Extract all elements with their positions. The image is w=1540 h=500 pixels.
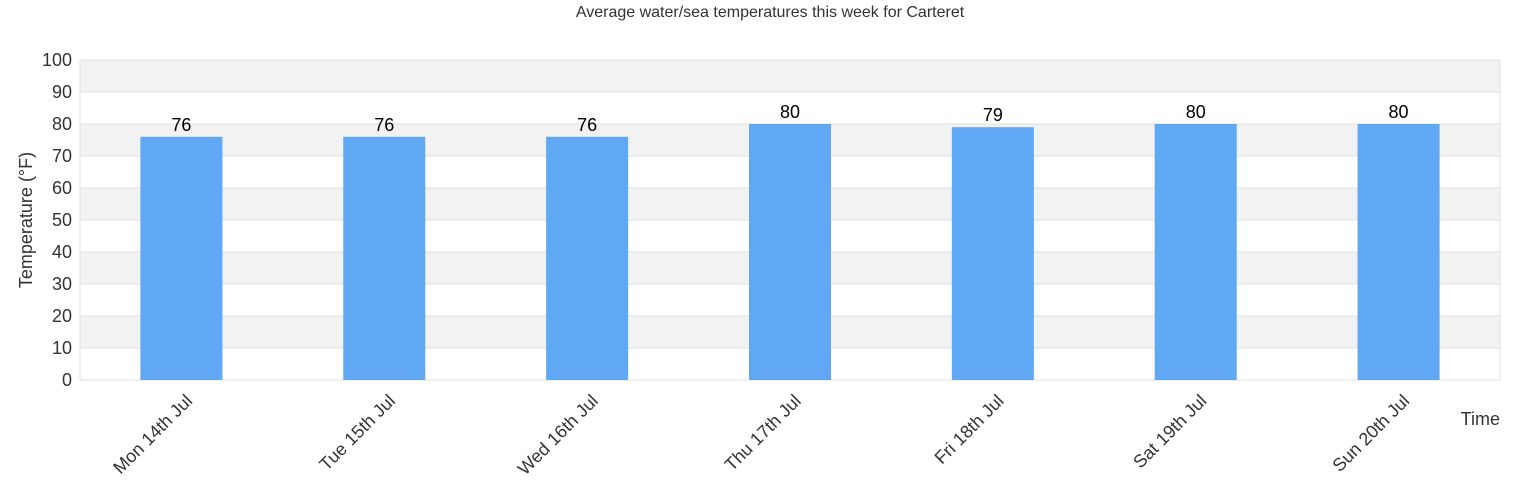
plot-band: [80, 60, 1500, 92]
x-tick-label: Sun 20th Jul: [1328, 391, 1413, 476]
x-tick-label: Fri 18th Jul: [931, 391, 1008, 468]
data-label: 80: [1186, 102, 1206, 122]
data-label: 76: [171, 115, 191, 135]
data-labels: 76 76 76 80 79 80 80: [171, 102, 1408, 135]
y-tick-label: 30: [52, 274, 72, 294]
bar: [1357, 124, 1440, 380]
bar: [343, 136, 426, 380]
data-label: 76: [374, 115, 394, 135]
x-tick-label: Thu 17th Jul: [721, 391, 805, 475]
y-axis-label: Temperature (°F): [16, 152, 36, 288]
bar: [749, 124, 831, 380]
y-tick-label: 70: [52, 146, 72, 166]
x-tick-label: Wed 16th Jul: [514, 391, 602, 479]
data-label: 80: [1389, 102, 1409, 122]
y-tick-label: 90: [52, 82, 72, 102]
y-tick-label: 10: [52, 338, 72, 358]
plot-band: [80, 92, 1500, 124]
y-tick-label: 100: [42, 50, 72, 70]
y-tick-label: 20: [52, 306, 72, 326]
y-tick-label: 40: [52, 242, 72, 262]
y-tick-label: 80: [52, 114, 72, 134]
y-tick-label: 0: [62, 370, 72, 390]
data-label: 79: [983, 105, 1003, 125]
y-tick-label: 60: [52, 178, 72, 198]
y-axis-tick-labels: 0 10 20 30 40 50 60 70 80 90 100: [42, 50, 72, 390]
bar: [140, 136, 223, 380]
x-axis-tick-labels: Mon 14th Jul Tue 15th Jul Wed 16th Jul Thu …: [109, 391, 1413, 479]
bars: [140, 124, 1440, 380]
bar: [951, 127, 1034, 380]
x-axis-label: Time: [1461, 409, 1500, 429]
x-tick-label: Mon 14th Jul: [109, 391, 196, 478]
y-tick-label: 50: [52, 210, 72, 230]
x-tick-label: Tue 15th Jul: [315, 391, 399, 475]
chart-title: Average water/sea temperatures this week…: [576, 4, 965, 21]
data-label: 80: [780, 102, 800, 122]
bar: [1154, 124, 1237, 380]
bar: [546, 136, 629, 380]
x-tick-label: Sat 19th Jul: [1129, 391, 1210, 472]
data-label: 76: [577, 115, 597, 135]
